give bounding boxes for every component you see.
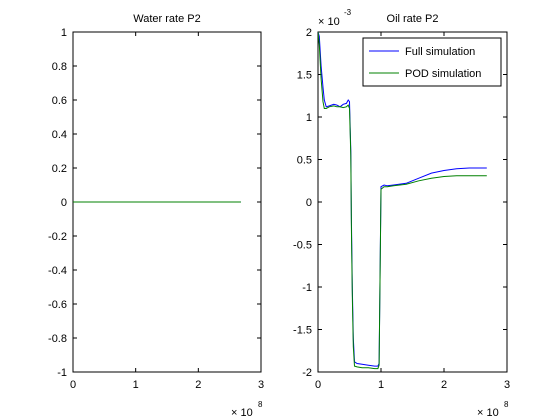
y-tick-label: -0.6: [48, 299, 67, 311]
y-tick-label: 0: [306, 197, 312, 209]
y-tick-label: -1.5: [293, 325, 312, 337]
y-tick-label: -2: [302, 367, 312, 379]
y-tick-label: -1: [57, 367, 67, 379]
y-tick-label: 0.8: [52, 61, 67, 73]
axes-title: Oil rate P2: [387, 13, 439, 25]
y-tick-label: 0.2: [52, 163, 67, 175]
x-exponent-power: 8: [504, 400, 509, 409]
y-exponent-label: × 10: [318, 16, 340, 28]
legend: Full simulation POD simulation: [362, 37, 502, 87]
y-tick-label: 1: [306, 112, 312, 124]
y-tick-label: 0.5: [297, 155, 312, 167]
x-exponent-power: 8: [258, 400, 263, 409]
x-tick-label: 1: [378, 379, 384, 391]
x-tick-label: 2: [441, 379, 447, 391]
axes-1: 0 1 2 3 -1 -0.8 -0.6 -0.4 -0.2 0 0.2 0.4 0.6 0.8 1 Wate…: [48, 13, 264, 419]
x-tick-label: 2: [195, 379, 201, 391]
legend-box: [362, 37, 502, 87]
x-tick-label: 3: [258, 379, 264, 391]
legend-label: POD simulation: [405, 68, 481, 80]
axes-title: Water rate P2: [133, 13, 200, 25]
x-tick-label: 0: [70, 379, 76, 391]
y-tick-label: -0.4: [48, 265, 67, 277]
legend-label: Full simulation: [405, 46, 475, 58]
y-tick-label: 2: [306, 27, 312, 39]
x-tick-label: 1: [133, 379, 139, 391]
y-tick-label: 0.4: [52, 129, 67, 141]
x-exponent-label: × 10: [231, 407, 253, 419]
axes-frame: [317, 31, 508, 373]
y-tick-label: -0.5: [293, 240, 312, 252]
y-tick-label: 1.5: [297, 70, 312, 82]
series-line-2: [318, 32, 487, 370]
y-tick-label: -0.8: [48, 333, 67, 345]
y-tick-label: 1: [61, 27, 67, 39]
x-tick-label: 0: [315, 379, 321, 391]
y-tick-label: -1: [302, 282, 312, 294]
y-tick-label: -0.2: [48, 231, 67, 243]
axes-2: 0 1 2 3 -2 -1.5 -1 -0.5 0 0.5 1 1.5 2 Oil rate P2 × 10…: [293, 8, 510, 419]
x-exponent-label: × 10: [477, 407, 499, 419]
y-exponent-power: -3: [344, 8, 352, 17]
x-tick-label: 3: [504, 379, 510, 391]
y-tick-label: 0: [61, 197, 67, 209]
y-tick-label: 0.6: [52, 95, 67, 107]
